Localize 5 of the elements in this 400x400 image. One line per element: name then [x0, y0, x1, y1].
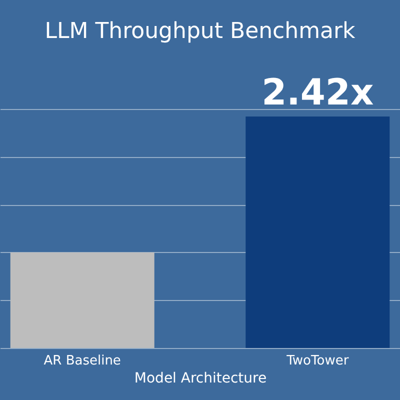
x-tick-label: TwoTower	[286, 354, 350, 368]
chart-title: LLM Throughput Benchmark	[44, 19, 356, 44]
data-label: 2.42x	[262, 72, 374, 114]
x-tick-label: AR Baseline	[44, 354, 121, 368]
x-axis-title: Model Architecture	[134, 370, 267, 386]
